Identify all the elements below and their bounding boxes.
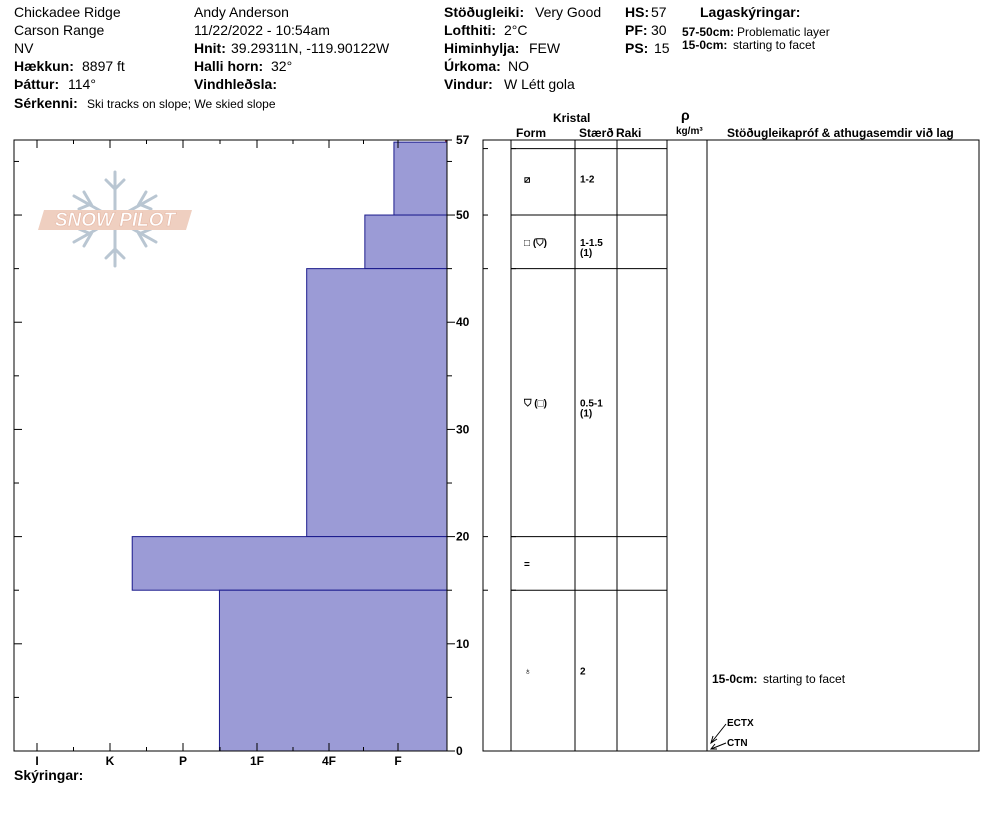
wind-label: Vindur: xyxy=(444,76,493,92)
state-name: NV xyxy=(14,40,34,56)
elevation-value: 8897 ft xyxy=(82,58,125,74)
notes-label: Skýringar: xyxy=(14,767,84,783)
table-frame xyxy=(482,139,980,752)
y-tick-label: 10 xyxy=(456,637,470,651)
crystal-size-secondary: (1) xyxy=(580,248,592,259)
air-temp-label: Lofthiti: xyxy=(444,22,497,38)
hardness-bar xyxy=(306,268,448,538)
logo-banner xyxy=(38,210,192,230)
crystal-size: 2 xyxy=(580,667,586,678)
y-tick-label: 57 xyxy=(456,133,470,147)
sky-value: FEW xyxy=(529,40,561,56)
observer-name: Andy Anderson xyxy=(194,4,289,20)
hs-label: HS: xyxy=(625,4,650,20)
crystal-form: ⧄ xyxy=(524,175,530,186)
tests-header: Stöðugleikapróf & athugasemdir við lag xyxy=(727,126,954,140)
comment-depth: 15-0cm: xyxy=(712,672,758,686)
test-result: ECTX xyxy=(727,718,754,729)
precip-label: Úrkoma: xyxy=(444,58,501,74)
crystal-size: 1-2 xyxy=(580,175,595,186)
hardness-bar xyxy=(393,141,448,216)
crystal-form: = xyxy=(524,559,530,570)
x-tick-label: 1F xyxy=(250,754,264,768)
crystal-size: 0.5-1 xyxy=(580,399,603,410)
aspect-value: 114° xyxy=(68,76,96,92)
coords-value: 39.29311N, -119.90122W xyxy=(231,40,390,56)
sky-label: Himinhylja: xyxy=(444,40,520,56)
y-tick-label: 20 xyxy=(456,530,470,544)
wind-loading-label: Vindhleðsla: xyxy=(194,76,277,92)
ps-value: 15 xyxy=(654,40,670,56)
hardness-bar xyxy=(131,536,448,591)
test-result: CTN xyxy=(727,738,748,749)
slope-label: Halli horn: xyxy=(194,58,264,74)
ps-label: PS: xyxy=(625,40,649,56)
site-name: Chickadee Ridge xyxy=(14,4,121,20)
layer-note-text: Problematic layer xyxy=(737,25,830,39)
y-tick-label: 30 xyxy=(456,422,470,436)
features-label: Sérkenni: xyxy=(14,95,78,111)
slope-value: 32° xyxy=(271,58,293,74)
elevation-label: Hækkun: xyxy=(14,58,74,74)
y-tick-label: 40 xyxy=(456,315,470,329)
density-symbol: ρ xyxy=(681,107,690,123)
layer-note-text: starting to facet xyxy=(733,38,816,52)
y-tick-label: 50 xyxy=(456,208,470,222)
air-temp-value: 2°C xyxy=(504,22,528,38)
hardness-bar xyxy=(218,589,448,752)
x-tick-label: F xyxy=(394,754,401,768)
obs-datetime: 11/22/2022 - 10:54am xyxy=(194,22,330,38)
density-unit: kg/m³ xyxy=(676,126,703,137)
x-tick-label: I xyxy=(35,754,38,768)
range-name: Carson Range xyxy=(14,22,105,38)
crystal-size: 1-1.5 xyxy=(580,238,603,249)
coords-label: Hnit: xyxy=(194,40,226,56)
layer-note-depth: 57-50cm: xyxy=(682,25,735,39)
y-tick-label: 0 xyxy=(456,744,463,758)
aspect-label: Þáttur: xyxy=(14,76,60,92)
logo-text: SNOW PILOT xyxy=(55,210,177,231)
x-tick-label: K xyxy=(106,754,115,768)
stability-value: Very Good xyxy=(535,4,602,20)
comment-text: starting to facet xyxy=(763,672,846,686)
size-header: Stærð xyxy=(579,126,614,140)
layer-note-depth: 15-0cm: xyxy=(682,38,728,52)
crystal-size-secondary: (1) xyxy=(580,409,592,420)
hs-value: 57 xyxy=(651,4,667,20)
wind-value: W Létt gola xyxy=(504,76,575,92)
crystal-form: ♁ xyxy=(524,667,532,678)
layer-notes-title: Lagaskýringar: xyxy=(700,4,801,20)
stability-label: Stöðugleiki: xyxy=(444,4,525,20)
precip-value: NO xyxy=(508,58,529,74)
form-header: Form xyxy=(516,126,546,140)
pf-value: 30 xyxy=(651,22,667,38)
crystal-header: Kristal xyxy=(553,111,591,125)
x-tick-label: P xyxy=(179,754,187,768)
crystal-form: □ (⛉) xyxy=(524,238,547,249)
moisture-header: Raki xyxy=(616,126,642,140)
crystal-form: ⛉ (□) xyxy=(523,399,547,410)
x-tick-label: 4F xyxy=(322,754,336,768)
features-value: Ski tracks on slope; We skied slope xyxy=(87,97,276,111)
pf-label: PF: xyxy=(625,22,648,38)
profile-frame xyxy=(13,139,448,752)
